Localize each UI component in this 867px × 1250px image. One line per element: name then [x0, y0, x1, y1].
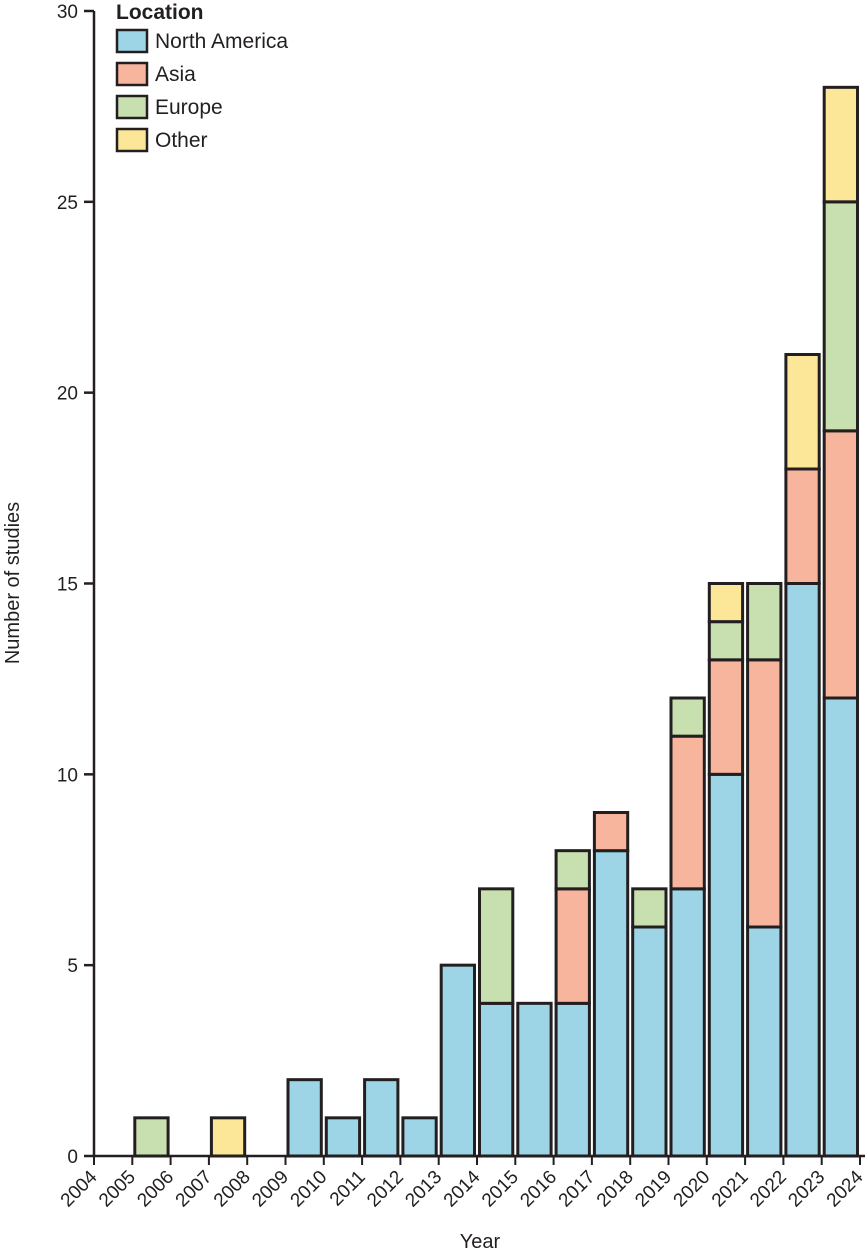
bar-segment-2022-north-america: [784, 582, 821, 1158]
bar-segment-2020-north-america: [707, 772, 745, 1158]
bar-segment-2014-europe: [478, 887, 515, 1005]
bar-segment-2019-asia: [669, 734, 706, 891]
legend-swatch-north-america: [115, 28, 149, 54]
legend-label-europe: Europe: [155, 96, 223, 119]
bar-segment-2023-other: [822, 85, 860, 204]
x-tick-label-2008: 2008: [210, 1167, 255, 1212]
x-tick-label-2019: 2019: [631, 1167, 676, 1212]
y-tick-label-30: 30: [57, 2, 78, 23]
y-tick-label-25: 25: [57, 193, 78, 214]
legend: North America Asia Europe Other: [115, 28, 288, 153]
bar-segment-2018-europe: [631, 887, 668, 929]
x-tick-label-2024: 2024: [823, 1166, 867, 1211]
bar-segment-2023-europe: [822, 200, 860, 433]
bar-segment-2019-europe: [669, 696, 706, 738]
x-tick-label-2013: 2013: [401, 1167, 446, 1212]
legend-title: Location: [116, 1, 204, 24]
bar-segment-2019-north-america: [669, 887, 706, 1158]
bar-segment-2023-asia: [822, 429, 860, 700]
bar-segment-2021-europe: [746, 582, 783, 662]
bar-segment-2021-north-america: [746, 925, 783, 1158]
bar-segment-2023-north-america: [822, 696, 860, 1158]
bar-segment-2016-europe: [554, 849, 591, 891]
x-tick-label-2012: 2012: [363, 1167, 408, 1212]
x-tick-label-2020: 2020: [670, 1167, 715, 1212]
legend-label-other: Other: [155, 129, 208, 152]
y-axis-title: Number of studies: [2, 502, 24, 664]
x-tick-label-2009: 2009: [248, 1167, 293, 1212]
y-tick-label-5: 5: [67, 956, 78, 977]
x-tick-label-2015: 2015: [478, 1167, 523, 1212]
legend-swatch-europe: [115, 94, 149, 120]
bar-segment-2017-asia: [592, 811, 630, 853]
x-tick-label-2011: 2011: [326, 1167, 370, 1211]
legend-swatch-asia: [115, 61, 149, 87]
x-tick-label-2007: 2007: [172, 1167, 217, 1212]
bar-segment-2016-north-america: [554, 1001, 591, 1158]
x-tick-label-2017: 2017: [555, 1167, 600, 1212]
y-tick-label-0: 0: [67, 1147, 78, 1168]
bar-segment-2022-other: [784, 353, 821, 471]
x-tick-label-2016: 2016: [516, 1167, 561, 1212]
bar-segment-2017-north-america: [592, 849, 630, 1158]
bar-segment-2010-north-america: [324, 1116, 362, 1158]
x-tick-label-2006: 2006: [133, 1167, 178, 1212]
bar-segment-2007-other: [209, 1116, 247, 1158]
y-tick-label-20: 20: [57, 384, 78, 405]
x-tick-label-2005: 2005: [95, 1167, 140, 1212]
bars-group: [133, 85, 860, 1158]
bar-segment-2020-other: [707, 582, 745, 624]
bar-segment-2009-north-america: [286, 1078, 323, 1158]
bar-segment-2012-north-america: [401, 1116, 438, 1158]
x-tick-label-2010: 2010: [287, 1167, 332, 1212]
bar-segment-2015-north-america: [516, 1001, 553, 1158]
x-tick-label-2022: 2022: [746, 1167, 791, 1212]
bar-segment-2021-asia: [746, 658, 783, 929]
x-axis-title: Year: [460, 1231, 501, 1250]
x-tick-label-2018: 2018: [593, 1167, 638, 1212]
x-tick-label-2021: 2021: [708, 1167, 753, 1212]
bar-segment-2020-europe: [707, 620, 745, 662]
bar-segment-2016-asia: [554, 887, 591, 1005]
bar-segment-2014-north-america: [478, 1001, 515, 1158]
x-tick-label-2004: 2004: [57, 1166, 102, 1211]
x-tick-label-2023: 2023: [784, 1167, 829, 1212]
x-tick-label-2014: 2014: [440, 1166, 485, 1211]
bar-segment-2018-north-america: [631, 925, 668, 1158]
bar-segment-2013-north-america: [439, 963, 477, 1158]
y-tick-label-10: 10: [57, 765, 78, 786]
y-tick-label-15: 15: [57, 575, 78, 596]
bar-segment-2020-asia: [707, 658, 745, 776]
legend-label-north-america: North America: [155, 30, 288, 53]
legend-swatch-other: [115, 127, 149, 153]
legend-label-asia: Asia: [155, 63, 196, 86]
bar-segment-2011-north-america: [363, 1078, 400, 1158]
bar-segment-2022-asia: [784, 467, 821, 585]
bar-segment-2005-europe: [133, 1116, 170, 1158]
